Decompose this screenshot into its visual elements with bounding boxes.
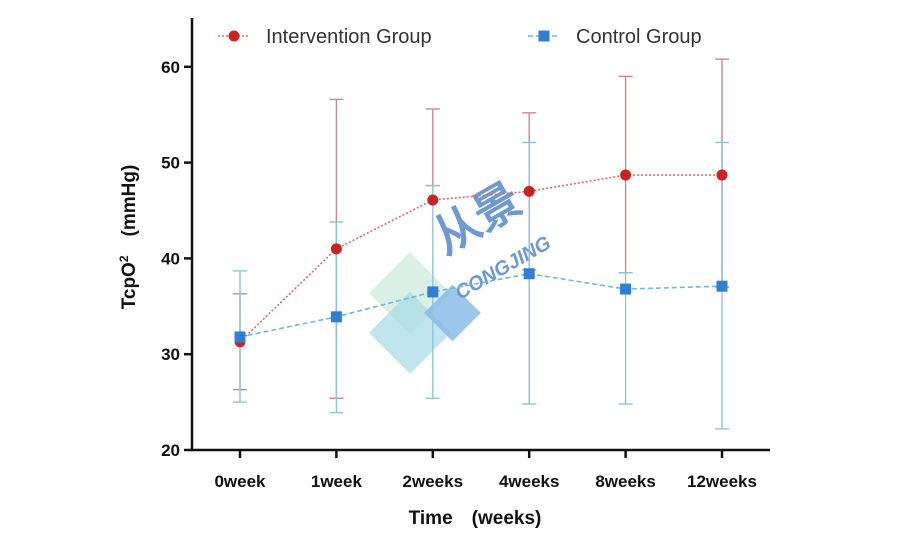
y-axis-title: TcpO2 (mmHg) [117, 165, 140, 310]
x-tick-label: 2weeks [403, 472, 464, 491]
y-tick-label: 60 [161, 58, 180, 77]
x-axis-title: Time (weeks) [409, 508, 542, 529]
legend: Intervention Group Control Group [218, 26, 702, 48]
series-lines [239, 174, 723, 343]
y-tick-label: 40 [161, 249, 180, 268]
axes [190, 18, 770, 452]
data-point [523, 268, 535, 280]
x-tick-label: 1week [311, 472, 363, 491]
data-point [427, 286, 439, 298]
data-point [620, 283, 632, 295]
x-tick-label: 8weeks [595, 472, 656, 491]
data-point [716, 280, 728, 292]
x-tick-label: 12weeks [687, 472, 757, 491]
data-point [620, 169, 632, 181]
x-ticks: 0week 1week 2weeks 4weeks 8weeks 12weeks [214, 450, 757, 491]
legend-marker [538, 30, 550, 42]
data-point [523, 185, 535, 197]
y-axis-title-main: TcpO [119, 262, 140, 309]
legend-label: Intervention Group [266, 26, 432, 48]
y-ticks: 20 30 40 50 60 [161, 58, 192, 460]
y-tick-label: 50 [161, 154, 180, 173]
x-tick-label: 4weeks [499, 472, 560, 491]
y-tick-label: 20 [161, 441, 180, 460]
series-markers [234, 169, 728, 348]
legend-label: Control Group [576, 26, 702, 48]
y-axis-title-unit: (mmHg) [119, 165, 140, 256]
legend-marker [228, 30, 240, 42]
y-axis-title-sup: 2 [117, 255, 131, 262]
data-point [234, 331, 246, 343]
series-line [239, 272, 723, 338]
data-point [427, 194, 439, 206]
data-point [716, 169, 728, 181]
data-point [330, 311, 342, 323]
x-tick-label: 0week [214, 472, 266, 491]
data-point [330, 243, 342, 255]
series-line [239, 174, 722, 343]
y-tick-label: 30 [161, 345, 180, 364]
